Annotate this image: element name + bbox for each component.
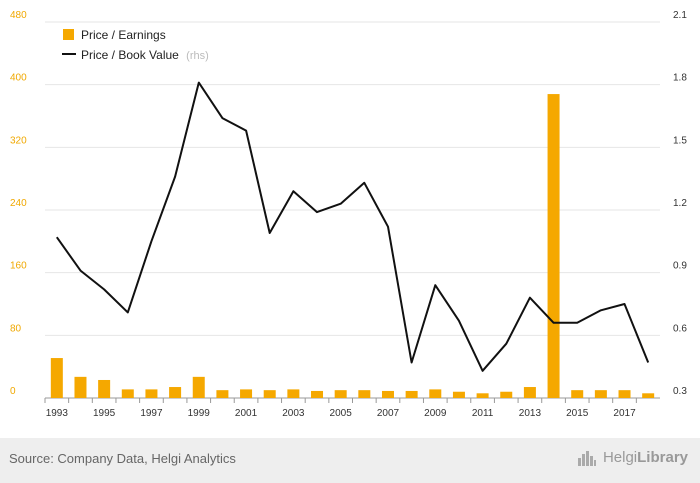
x-tick-label: 2015 — [566, 408, 589, 419]
pbv-line — [55, 81, 650, 372]
pe-bar — [192, 376, 205, 398]
x-tick-label: 2017 — [613, 408, 636, 419]
x-tick-label: 2001 — [235, 408, 258, 419]
x-tick-label: 2005 — [330, 408, 353, 419]
pbv-line-layer — [55, 81, 650, 372]
legend-rhs-note: (rhs) — [186, 50, 209, 62]
pe-bar — [358, 390, 371, 398]
pe-bar — [571, 390, 584, 398]
y-right-tick-label: 1.8 — [673, 73, 687, 84]
y-right-tick-label: 0.9 — [673, 261, 687, 272]
pe-bar — [287, 389, 300, 398]
brand-name-bold: Library — [637, 449, 688, 466]
pe-bar — [405, 390, 418, 398]
legend-pbv-label: Price / Book Value (rhs) — [81, 48, 209, 62]
y-left-tick-label: 80 — [10, 323, 22, 334]
x-tick-label: 2013 — [519, 408, 542, 419]
legend-pe-label: Price / Earnings — [81, 28, 166, 42]
y-right-tick-label: 0.3 — [673, 386, 687, 397]
pe-bar — [523, 387, 536, 398]
y-right-tick-label: 1.2 — [673, 198, 687, 209]
pe-bar — [121, 389, 134, 398]
brand-name-light: Helgi — [602, 449, 638, 466]
y-right-tick-label: 2.1 — [673, 10, 687, 21]
pe-bar — [429, 389, 442, 398]
pe-bar — [500, 391, 513, 398]
pe-bar — [169, 387, 182, 398]
legend-pe-swatch — [63, 29, 74, 40]
pe-bar — [145, 389, 158, 398]
axes — [44, 397, 660, 403]
x-tick-label: 2007 — [377, 408, 400, 419]
pe-bar — [216, 390, 229, 398]
x-tick-label: 1999 — [188, 408, 211, 419]
pe-bar — [74, 376, 87, 398]
pe-bar — [476, 393, 489, 398]
pe-bar — [547, 94, 560, 399]
y-right-tick-label: 0.6 — [673, 323, 687, 334]
y-left-tick-label: 400 — [10, 73, 27, 84]
pe-bars — [50, 94, 655, 399]
y-right-tick-label: 1.5 — [673, 135, 687, 146]
x-tick-label: 1995 — [93, 408, 116, 419]
y-left-tick-label: 480 — [10, 10, 27, 21]
pe-bar — [263, 390, 276, 398]
pe-bar — [381, 390, 394, 398]
gridlines — [45, 21, 660, 336]
legend: Price / Earnings Price / Book Value (rhs… — [62, 28, 209, 62]
y-left-tick-label: 320 — [10, 135, 27, 146]
pe-bar — [50, 358, 63, 398]
x-tick-label: 2009 — [424, 408, 447, 419]
pe-bar — [642, 393, 655, 398]
tick-labels: 0 0.3 80 0.6 160 0.9 240 1.2 320 1.5 400 1.8 480 2.1 1… — [10, 10, 687, 419]
x-tick-label: 2003 — [282, 408, 305, 419]
x-tick-label: 1993 — [46, 408, 69, 419]
y-left-tick-label: 0 — [10, 386, 16, 397]
x-tick-label: 2011 — [472, 408, 494, 419]
pe-bar — [452, 391, 465, 398]
pe-bar — [98, 379, 111, 398]
pe-bar — [618, 390, 631, 398]
footer: Source: Company Data, Helgi Analytics He… — [0, 438, 700, 483]
legend-pbv-name: Price / Book Value — [81, 48, 179, 62]
pe-bar — [334, 390, 347, 398]
pe-bar — [311, 390, 324, 398]
city-skyline-icon — [577, 450, 596, 466]
pe-bar — [594, 390, 607, 398]
brand-logo: HelgiLibrary — [577, 449, 688, 466]
source-text: Source: Company Data, Helgi Analytics — [9, 451, 236, 466]
pe-bar — [240, 389, 253, 398]
y-left-tick-label: 240 — [10, 198, 27, 209]
chart-area: 0 0.3 80 0.6 160 0.9 240 1.2 320 1.5 400 1.8 480 2.1 1… — [10, 10, 687, 419]
y-left-tick-label: 160 — [10, 261, 27, 272]
x-tick-label: 1997 — [140, 408, 163, 419]
